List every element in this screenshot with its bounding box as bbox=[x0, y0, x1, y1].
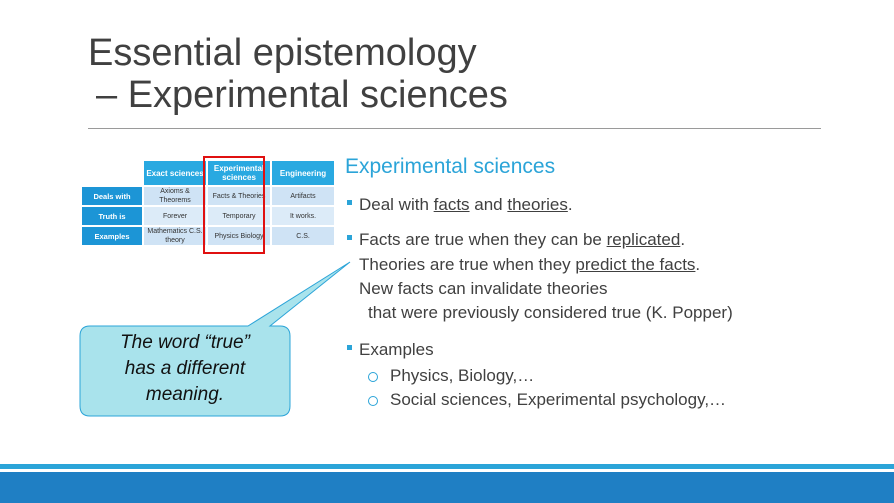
table-cell: Temporary bbox=[208, 207, 270, 225]
text: Social sciences, Experimental psychology… bbox=[390, 390, 727, 409]
title-line-2: – Experimental sciences bbox=[96, 74, 508, 116]
callout-line: meaning. bbox=[145, 384, 225, 405]
table-header: Engineering bbox=[272, 161, 334, 185]
table-cell: It works. bbox=[272, 207, 334, 225]
underlined-term: theories bbox=[507, 195, 568, 214]
text: . bbox=[695, 255, 701, 274]
sub-bullet: Physics, Biology,… bbox=[368, 364, 534, 387]
row-label: Deals with bbox=[82, 187, 142, 205]
table-cell: Artifacts bbox=[272, 187, 334, 205]
text: and bbox=[469, 195, 508, 214]
table-cell: C.S. bbox=[272, 227, 334, 245]
table-cell: Facts & Theories bbox=[208, 187, 270, 205]
text: Facts are true when they can be bbox=[359, 230, 607, 249]
table-header: Experimental sciences bbox=[208, 161, 270, 185]
underlined-term: predict the facts bbox=[575, 255, 696, 274]
line-popper: that were previously considered true (K.… bbox=[368, 303, 733, 322]
text: . bbox=[567, 195, 573, 214]
bullet-deal: Deal with facts and theories. bbox=[347, 193, 573, 216]
table-row: Truth is Forever Temporary It works. bbox=[82, 207, 334, 225]
row-label: Examples bbox=[82, 227, 142, 245]
circle-bullet-icon bbox=[368, 372, 378, 382]
table-cell: Physics Biology bbox=[208, 227, 270, 245]
title-line-1: Essential epistemology bbox=[88, 32, 477, 74]
comparison-table: Exact sciences Experimental sciences Eng… bbox=[80, 159, 336, 247]
underlined-term: replicated bbox=[606, 230, 681, 249]
row-label: Truth is bbox=[82, 207, 142, 225]
highlight-box bbox=[203, 156, 265, 254]
bullet-facts: Facts are true when they can be replicat… bbox=[347, 228, 685, 251]
text: . bbox=[680, 230, 686, 249]
table-header: Exact sciences bbox=[144, 161, 206, 185]
text: Physics, Biology,… bbox=[390, 366, 535, 385]
title-divider bbox=[88, 128, 821, 129]
section-heading: Experimental sciences bbox=[345, 155, 556, 178]
underlined-term: facts bbox=[433, 195, 470, 214]
circle-bullet-icon bbox=[368, 396, 378, 406]
callout-line: The word “true” bbox=[120, 332, 250, 353]
text: Examples bbox=[359, 340, 434, 359]
footer-bar bbox=[0, 472, 894, 503]
text: Deal with bbox=[359, 195, 434, 214]
text: Theories are true when they bbox=[359, 255, 576, 274]
bullet-icon bbox=[347, 235, 352, 241]
footer-accent-line bbox=[0, 464, 894, 469]
callout-text: The word “true” has a different meaning. bbox=[80, 330, 290, 408]
bullet-examples: Examples bbox=[347, 338, 434, 361]
slide-title: Essential epistemology – Experimental sc… bbox=[88, 32, 508, 116]
table-cell: Mathematics C.S. theory bbox=[144, 227, 206, 245]
line-theories: Theories are true when they predict the … bbox=[359, 253, 700, 276]
line-new-facts: New facts can invalidate theories bbox=[359, 279, 608, 298]
table-cell: Axioms & Theorems bbox=[144, 187, 206, 205]
table-row: Examples Mathematics C.S. theory Physics… bbox=[82, 227, 334, 245]
sub-bullet: Social sciences, Experimental psychology… bbox=[368, 388, 726, 411]
bullet-icon bbox=[347, 200, 352, 206]
table-cell: Forever bbox=[144, 207, 206, 225]
callout-line: has a different bbox=[124, 358, 246, 379]
bullet-icon bbox=[347, 345, 352, 351]
table-row: Deals with Axioms & Theorems Facts & The… bbox=[82, 187, 334, 205]
